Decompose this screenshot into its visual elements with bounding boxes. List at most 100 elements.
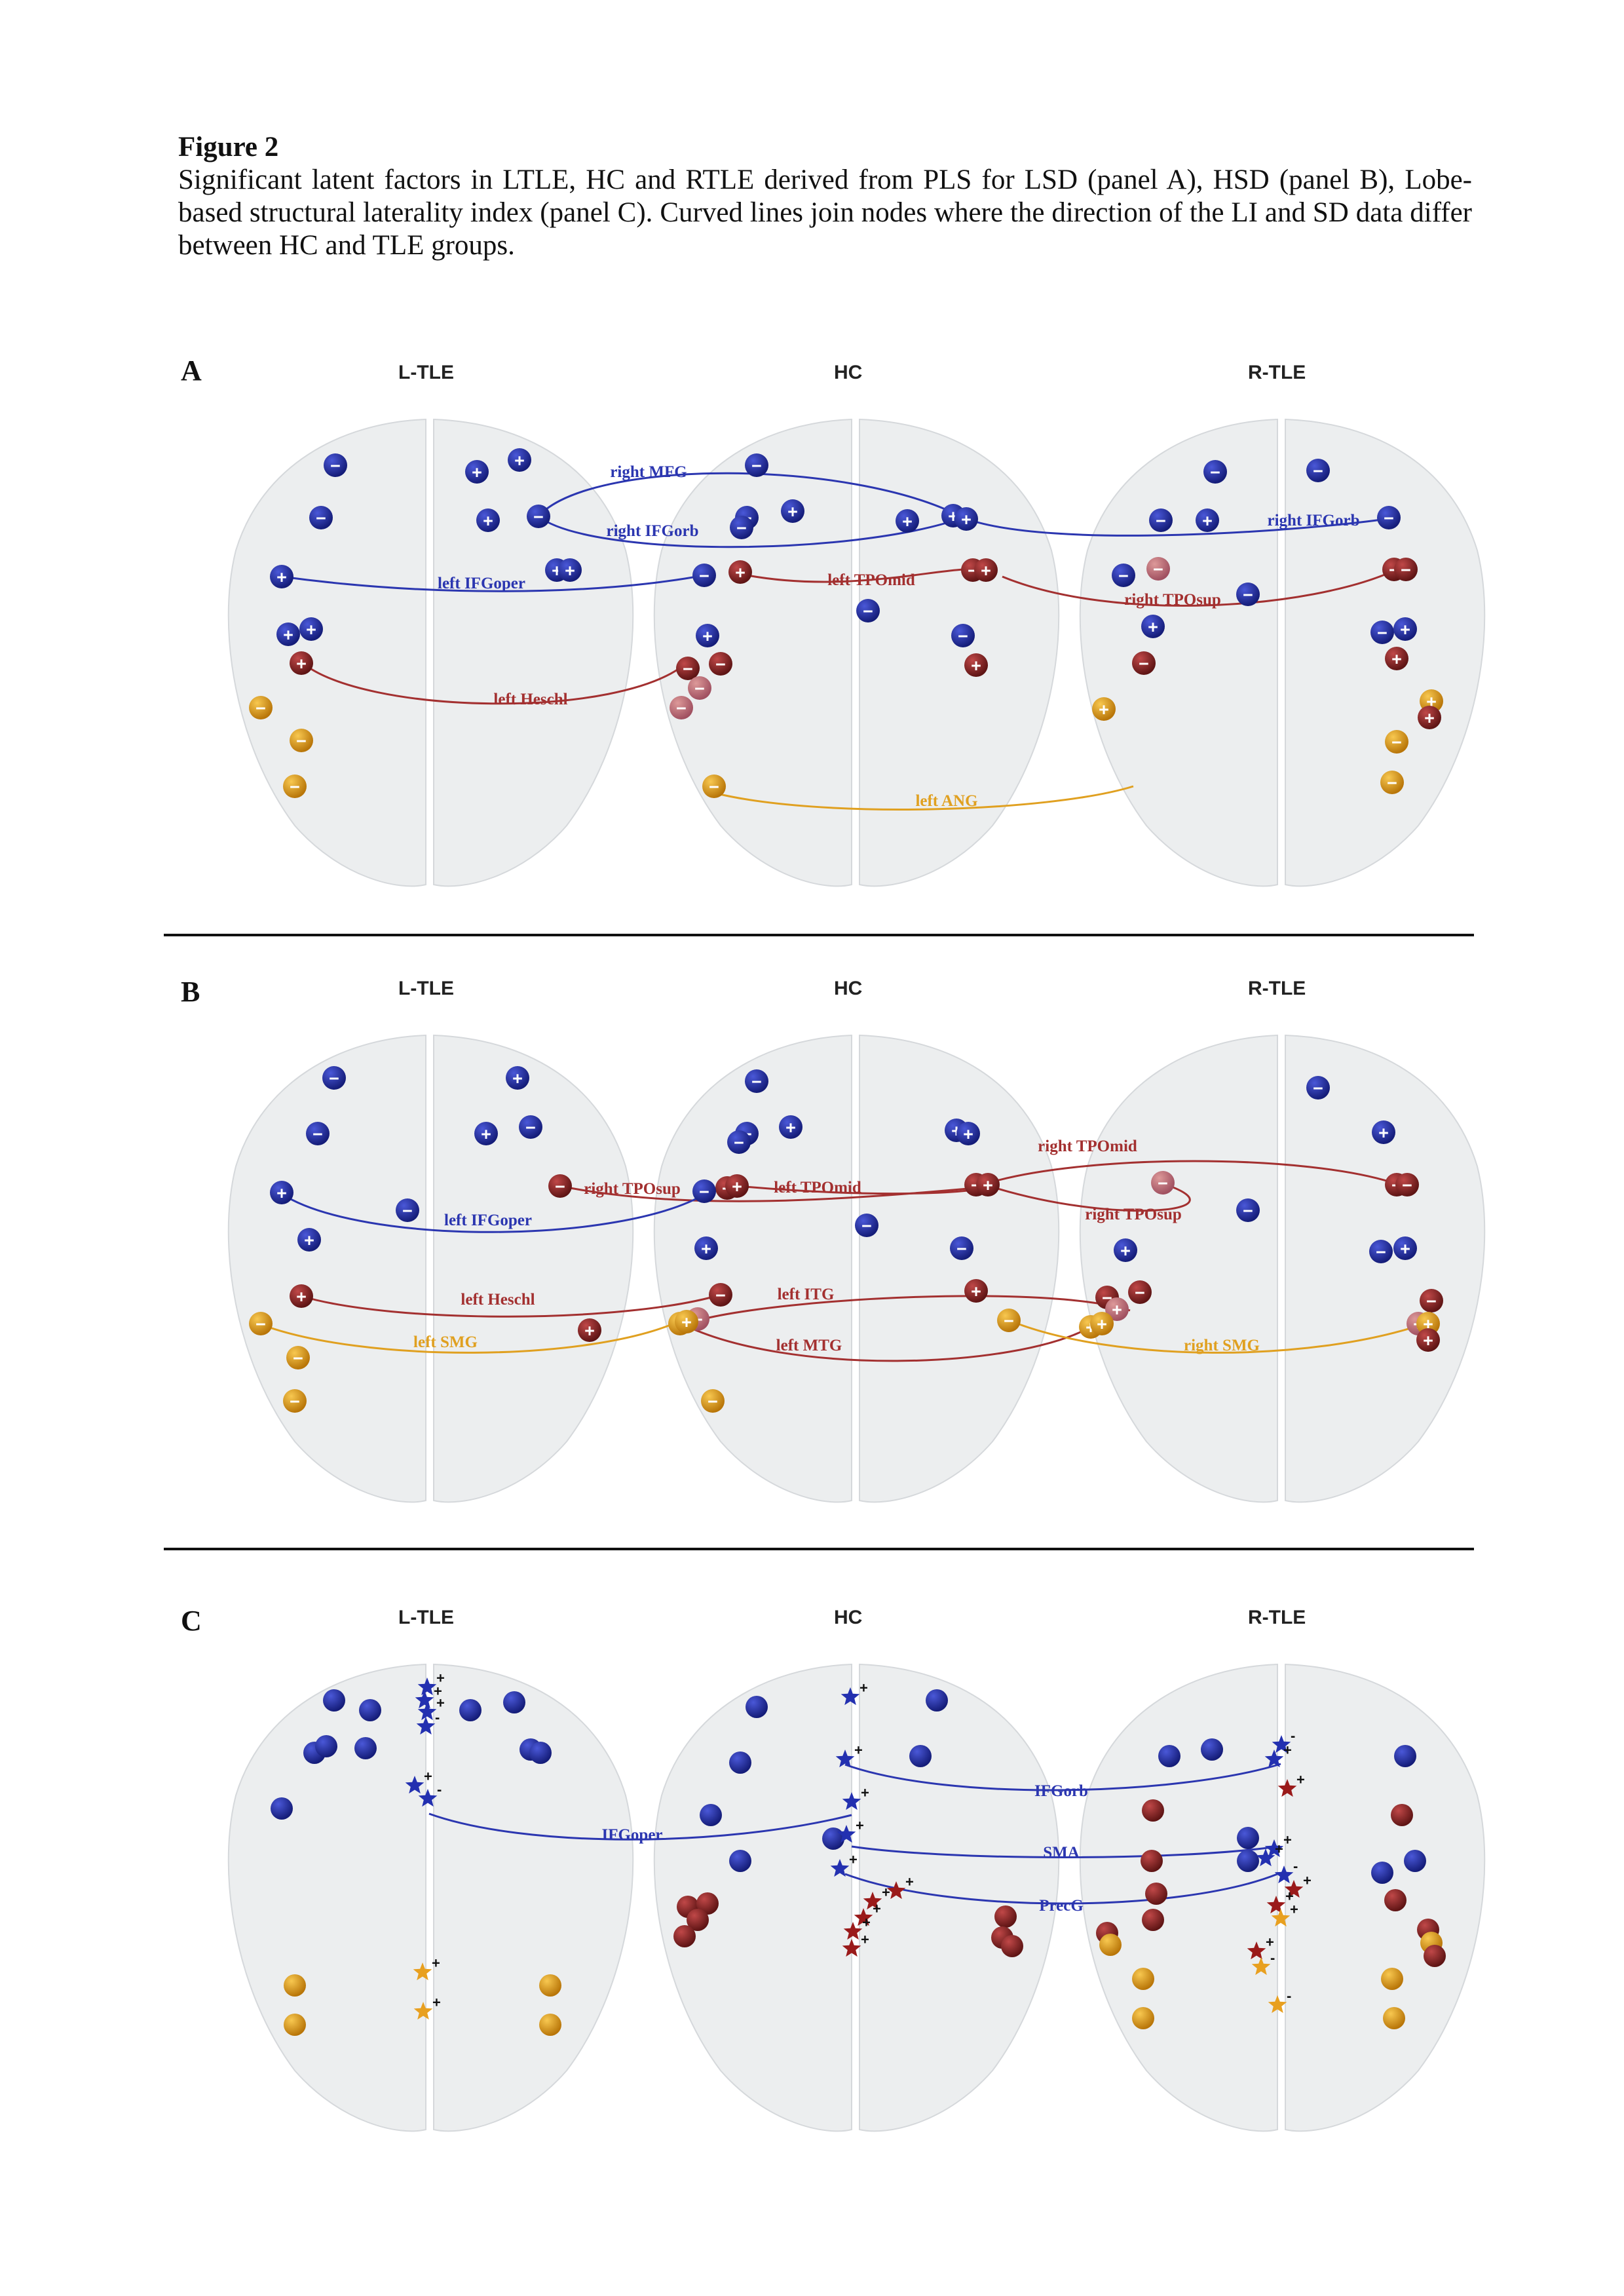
node-sphere: + [506,1066,529,1090]
panel-c-col-ltle: L-TLE [398,1607,454,1628]
svg-text:−: − [861,1216,872,1236]
node-sphere: − [950,1236,973,1260]
node-sphere [673,1925,696,1947]
label-ifgorb: IFGorb [1034,1782,1088,1800]
node-sphere [696,1892,719,1915]
node-sphere: − [856,599,880,622]
node-star: + [417,1670,445,1696]
svg-text:+: + [1283,1742,1292,1759]
node-sphere: − [286,1346,310,1369]
node-sphere: + [1393,1236,1417,1260]
svg-text:+: + [861,1785,869,1801]
svg-text:−: − [1243,1201,1253,1221]
svg-text:−: − [1387,773,1397,793]
panel-a-brains [227,418,1486,887]
label-right-smg: right SMG [1184,1337,1260,1354]
svg-text:+: + [1378,1123,1389,1143]
curve-right-tposup-2 [989,1183,1191,1212]
node-star: + [415,1683,442,1709]
svg-text:+: + [565,561,575,581]
label-left-ang: left ANG [915,792,977,810]
node-sphere [359,1699,381,1721]
node-sphere: − [1394,558,1418,581]
label-left-ifgoper: left IFGoper [438,575,525,592]
node-sphere [1001,1935,1023,1957]
node-sphere: + [976,1173,1000,1196]
curve-left-heschl-b [301,1293,721,1318]
svg-text:−: − [709,777,719,797]
node-sphere: − [1377,506,1401,529]
node-sphere: − [1420,1289,1443,1312]
curve-right-mfg [537,472,964,519]
svg-text:+: + [1423,1331,1433,1350]
node-sphere: + [297,1228,321,1252]
svg-text:+: + [963,1124,973,1144]
svg-text:+: + [859,1680,868,1696]
svg-text:+: + [882,1885,890,1901]
svg-text:+: + [905,1874,914,1890]
svg-text:−: − [533,507,544,527]
node-star: + [835,1742,863,1768]
node-sphere: + [1416,1328,1440,1352]
node-sphere: − [1380,771,1404,794]
svg-text:−: − [293,1349,303,1368]
node-sphere: − [309,506,333,529]
label-right-tposup-b: right TPOsup [584,1180,681,1198]
svg-text:−: − [751,456,762,476]
node-sphere: + [781,499,804,523]
svg-text:−: − [1377,623,1388,643]
node-sphere [1424,1945,1446,1967]
node-star: + [840,1680,868,1706]
panel-b-col-rtle: R-TLE [1248,978,1306,999]
label-right-tposup-2: right TPOsup [1085,1206,1182,1223]
svg-text:−: − [736,518,747,538]
svg-text:-: - [1291,1728,1295,1744]
label-right-ifgorb: right IFGorb [607,522,699,540]
svg-text:−: − [699,566,709,586]
panel-b-col-ltle: L-TLE [398,978,454,999]
node-sphere [1158,1745,1180,1767]
node-star: - [1274,1858,1298,1884]
curve-right-smg [1008,1319,1426,1354]
curve-ifgoper [428,1812,852,1841]
node-sphere [746,1696,768,1718]
node-sphere [315,1735,337,1757]
node-sphere: + [1418,706,1441,729]
node-sphere: + [465,460,489,484]
figure-caption-text: Significant latent factors in LTLE, HC a… [178,164,1472,261]
svg-text:−: − [555,1177,565,1196]
svg-text:+: + [1285,1888,1294,1905]
node-sphere [822,1827,844,1850]
svg-text:+: + [681,1312,692,1332]
svg-text:-: - [435,1710,440,1726]
node-star: - [1268,1988,1291,2014]
node-sphere: − [396,1198,419,1222]
node-star: + [1256,1841,1283,1867]
node-sphere: + [290,1284,313,1308]
node-sphere [539,1974,561,1997]
svg-text:+: + [1296,1772,1305,1788]
svg-text:−: − [290,777,300,797]
svg-text:−: − [329,1069,339,1088]
svg-text:+: + [483,511,493,531]
svg-text:+: + [1148,617,1158,637]
svg-text:−: − [402,1201,413,1221]
label-right-tpomid: right TPOmid [1038,1138,1137,1155]
node-star: + [417,1695,445,1721]
node-sphere [729,1850,751,1872]
svg-text:+: + [481,1124,491,1144]
node-sphere: − [1132,651,1156,675]
panel-c-letter: C [181,1605,202,1637]
node-sphere: − [1146,557,1170,581]
svg-text:+: + [1202,511,1213,531]
svg-text:+: + [514,451,525,470]
node-sphere: − [324,453,347,477]
node-sphere: + [1105,1297,1129,1321]
svg-text:−: − [715,1286,726,1305]
node-sphere: + [508,448,531,472]
node-sphere: − [709,1283,732,1307]
node-sphere [1371,1862,1393,1884]
node-sphere: + [1090,1312,1114,1335]
node-sphere: − [1306,459,1330,482]
svg-text:+: + [1112,1300,1122,1320]
